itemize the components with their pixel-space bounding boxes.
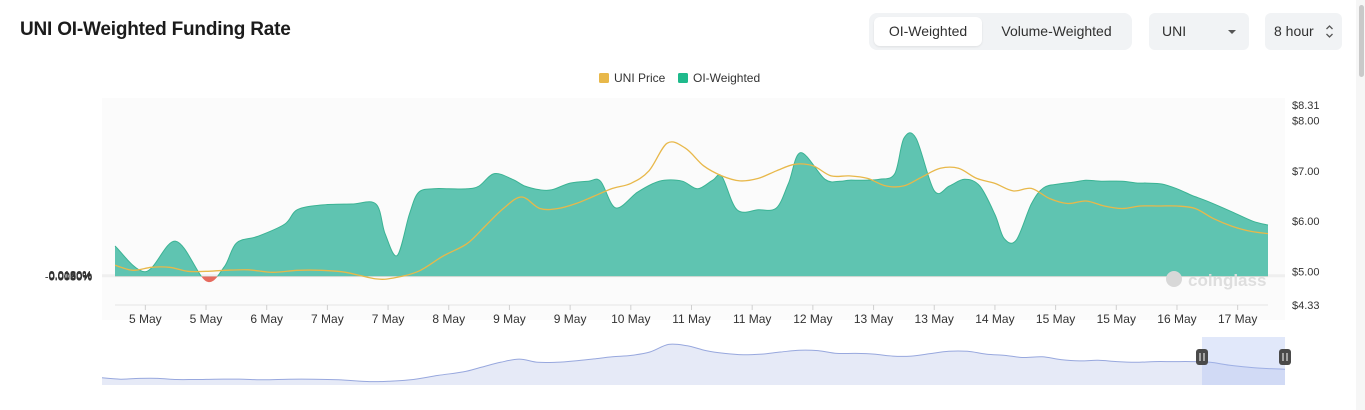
oi-weighted-area-negative — [201, 276, 218, 283]
pause-handle-icon — [1279, 349, 1291, 365]
x-tick-label: 11 May — [672, 312, 710, 326]
pause-handle-icon — [1196, 349, 1208, 365]
x-tick-label: 12 May — [793, 312, 832, 326]
sort-arrows-icon — [1325, 13, 1334, 64]
x-tick-label: 5 May — [190, 312, 223, 326]
x-tick-label: 9 May — [554, 312, 587, 326]
legend-swatch — [599, 73, 609, 83]
x-tick-label: 6 May — [250, 312, 283, 326]
y-left-tick-label: 0.0090% — [49, 271, 93, 283]
y-left-tick-label: 0.0030% — [49, 271, 93, 283]
x-tick-label: 15 May — [1097, 312, 1136, 326]
coinglass-logo-icon — [1166, 271, 1182, 287]
tab-oi-weighted[interactable]: OI-Weighted — [874, 17, 982, 46]
y-left-tick-label: 0.0120% — [49, 270, 93, 282]
legend-label: OI-Weighted — [693, 71, 760, 85]
y-right-tick-label: $6.00 — [1292, 216, 1320, 228]
y-left-tick-label: -0.0030% — [45, 272, 92, 284]
y-left-tick-label: 0% — [76, 271, 92, 283]
x-tick-label: 16 May — [1157, 312, 1196, 326]
interval-select[interactable]: 8 hour — [1265, 13, 1342, 50]
page-scrollbar[interactable] — [1356, 0, 1365, 410]
weighting-toggle: OI-Weighted Volume-Weighted — [869, 13, 1132, 50]
y-left-tick-label: 0.0150% — [49, 270, 93, 282]
page-title: UNI OI-Weighted Funding Rate — [20, 19, 291, 40]
y-right-tick-label: $4.33 — [1292, 300, 1320, 312]
x-tick-label: 17 May — [1218, 312, 1257, 326]
symbol-select-value: UNI — [1162, 23, 1187, 39]
symbol-select[interactable]: UNI — [1149, 13, 1249, 50]
interval-select-value: 8 hour — [1274, 23, 1314, 39]
tab-volume-weighted[interactable]: Volume-Weighted — [1001, 23, 1112, 39]
oi-weighted-line — [114, 132, 1269, 277]
x-tick-label: 14 May — [975, 312, 1014, 326]
legend-swatch — [678, 73, 688, 83]
y-left-tick-label: 0.0060% — [49, 271, 93, 283]
x-tick-label: 7 May — [311, 312, 344, 326]
range-navigator[interactable] — [101, 337, 1291, 385]
legend-label: UNI Price — [614, 71, 666, 85]
watermark-text: coinglass — [1188, 271, 1266, 290]
navigator-line — [101, 343, 1286, 383]
oi-weighted-area-positive — [115, 132, 1268, 277]
page-scrollbar-thumb[interactable] — [1359, 5, 1364, 77]
x-tick-label: 15 May — [1036, 312, 1075, 326]
x-tick-label: 7 May — [372, 312, 405, 326]
x-tick-label: 13 May — [915, 312, 954, 326]
navigator-area — [102, 344, 1285, 385]
x-tick-label: 10 May — [611, 312, 650, 326]
x-tick-label: 5 May — [129, 312, 162, 326]
y-left-tick-label: 0.0180% — [49, 270, 93, 282]
x-tick-label: 8 May — [432, 312, 465, 326]
x-tick-label: 9 May — [493, 312, 526, 326]
watermark: coinglass — [1166, 271, 1266, 290]
uni-price-line — [114, 141, 1269, 280]
chart-legend: UNI Price OI-Weighted — [599, 71, 760, 85]
chevron-down-icon — [1227, 13, 1237, 64]
y-right-tick-label: $7.00 — [1292, 166, 1320, 178]
x-tick-label: 11 May — [733, 312, 771, 326]
x-tick-label: 13 May — [854, 312, 893, 326]
navigator-selection — [1202, 337, 1285, 385]
y-right-tick-label: $8.00 — [1292, 116, 1320, 128]
y-right-tick-label: $5.00 — [1292, 266, 1320, 278]
y-right-tick-label: $8.31 — [1292, 100, 1320, 112]
